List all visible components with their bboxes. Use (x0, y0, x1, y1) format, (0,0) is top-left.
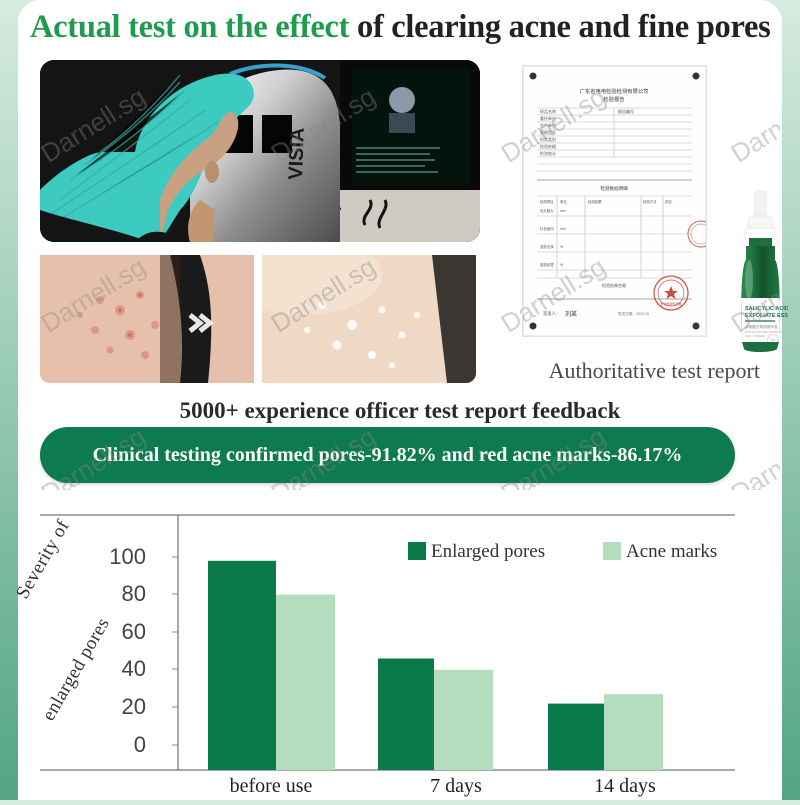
svg-text:生产单位: 生产单位 (540, 122, 556, 128)
svg-text:委托单位: 委托单位 (540, 115, 556, 121)
svg-text:检验结果合格: 检验结果合格 (602, 282, 626, 288)
svg-text:KR: KR (771, 338, 775, 342)
svg-text:皮肤光泽: 皮肤光泽 (540, 244, 554, 249)
svg-text:检验依据: 检验依据 (540, 143, 556, 149)
svg-text:14 days: 14 days (594, 775, 656, 797)
svg-text:before use: before use (230, 775, 313, 797)
svg-text:VISIA: VISIA (285, 127, 309, 180)
svg-text:签发人：: 签发人： (543, 310, 560, 317)
svg-text:检验结论: 检验结论 (540, 150, 556, 156)
svg-text:水杨酸去角质精华液: 水杨酸去角质精华液 (745, 324, 778, 329)
svg-text:7 days: 7 days (430, 775, 482, 797)
svg-text:样品名称: 样品名称 (540, 108, 556, 114)
svg-text:EXFOLIATE ESSENCE: EXFOLIATE ESSENCE (745, 313, 788, 319)
svg-text:毛孔粗大: 毛孔粗大 (540, 208, 554, 213)
svg-text:Enlarged pores: Enlarged pores (431, 541, 545, 562)
svg-text:检验检测专用章: 检验检测专用章 (660, 301, 681, 306)
svg-text:检测项目: 检测项目 (540, 199, 554, 204)
svg-text:检验报告: 检验报告 (603, 95, 624, 103)
svg-text:检测数据明细: 检测数据明细 (600, 185, 628, 192)
svg-text:签发日期：2023.06: 签发日期：2023.06 (618, 311, 649, 316)
svg-text:红色痘印: 红色痘印 (540, 226, 554, 231)
svg-text:mm: mm (560, 227, 566, 231)
svg-text:%: % (560, 245, 563, 249)
svg-text:判定: 判定 (665, 199, 672, 204)
svg-text:Severity of: Severity of (12, 516, 74, 602)
svg-text:检测方法: 检测方法 (643, 199, 657, 204)
svg-text:mm: mm (560, 209, 566, 213)
svg-text:enlarged pores: enlarged pores (38, 614, 114, 724)
svg-text:规格型号: 规格型号 (540, 129, 556, 135)
svg-text:广东省电电检验检测有限公司: 广东省电电检验检测有限公司 (580, 87, 649, 95)
svg-text:Acne marks: Acne marks (626, 541, 717, 562)
svg-text:检验类别: 检验类别 (540, 136, 556, 142)
svg-text:SALICYLIC ACID: SALICYLIC ACID (745, 306, 788, 312)
svg-text:检测结果: 检测结果 (588, 199, 602, 204)
svg-text:单位: 单位 (560, 199, 567, 204)
svg-text:皮肤纹理: 皮肤纹理 (540, 262, 554, 267)
svg-text:%: % (560, 263, 563, 267)
svg-text:报告编号: 报告编号 (618, 108, 634, 114)
svg-text:DAILY PORES: DAILY PORES (745, 334, 765, 338)
svg-text:刘某: 刘某 (565, 310, 577, 318)
